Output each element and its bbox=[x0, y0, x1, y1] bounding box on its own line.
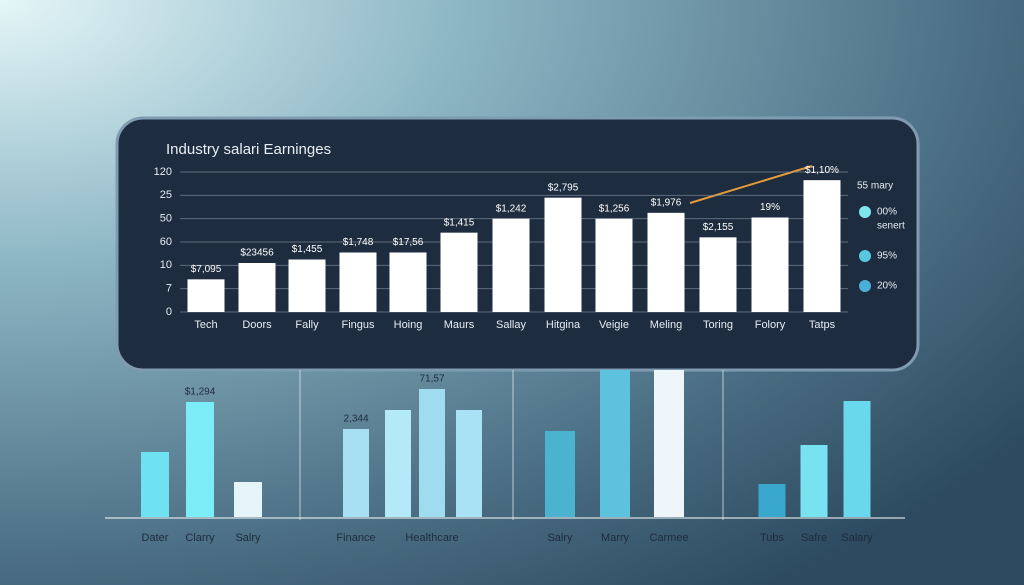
x-tick-label: Salry bbox=[235, 532, 261, 544]
bar-label: $2,155 bbox=[703, 222, 734, 233]
y-tick-label: 10 bbox=[160, 259, 172, 271]
bar-label: 19% bbox=[760, 202, 780, 213]
x-tick-label: Hoing bbox=[394, 319, 423, 331]
legend-label: 00% bbox=[877, 207, 897, 218]
bar bbox=[389, 252, 427, 312]
bar-label: $1,242 bbox=[496, 203, 527, 214]
bar bbox=[595, 218, 633, 312]
bar bbox=[187, 279, 225, 312]
x-tick-label: Salry bbox=[547, 532, 573, 544]
x-tick-label: Healthcare bbox=[405, 532, 458, 544]
legend-swatch bbox=[859, 206, 871, 218]
bar bbox=[141, 452, 169, 517]
legend-swatch bbox=[859, 280, 871, 292]
y-tick-label: 60 bbox=[160, 236, 172, 248]
x-tick-label: Tech bbox=[194, 319, 217, 331]
bar-label: $1,976 bbox=[651, 197, 682, 208]
bar bbox=[699, 237, 737, 312]
x-tick-label: Salary bbox=[841, 532, 873, 544]
x-tick-label: Meling bbox=[650, 319, 682, 331]
bar-label: $1,10% bbox=[805, 165, 839, 176]
bar-label: 71,57 bbox=[419, 374, 444, 385]
bar bbox=[234, 482, 262, 517]
bar bbox=[545, 431, 575, 517]
y-tick-label: 120 bbox=[154, 166, 172, 178]
x-tick-label: Fally bbox=[295, 319, 319, 331]
bar bbox=[288, 259, 326, 312]
x-tick-label: Clarry bbox=[185, 532, 215, 544]
bar bbox=[544, 197, 582, 312]
bar-label: $1,748 bbox=[343, 237, 374, 248]
bar-label: $1,415 bbox=[444, 217, 475, 228]
bar bbox=[803, 180, 841, 312]
x-tick-label: Tubs bbox=[760, 532, 785, 544]
x-tick-label: Sallay bbox=[496, 319, 526, 331]
bar bbox=[343, 429, 369, 517]
x-tick-label: Dater bbox=[142, 532, 169, 544]
legend-swatch bbox=[859, 250, 871, 262]
bar-label: $2,795 bbox=[548, 182, 579, 193]
x-tick-label: Doors bbox=[242, 319, 272, 331]
y-tick-label: 50 bbox=[160, 213, 172, 225]
x-tick-label: Fingus bbox=[341, 319, 375, 331]
bar-label: $23456 bbox=[240, 248, 274, 259]
y-tick-label: 0 bbox=[166, 306, 172, 318]
bar bbox=[654, 370, 684, 517]
x-tick-label: Veigie bbox=[599, 319, 629, 331]
x-tick-label: Maurs bbox=[444, 319, 475, 331]
bar bbox=[800, 445, 828, 517]
legend-title: 55 mary bbox=[857, 181, 893, 192]
bar bbox=[600, 370, 630, 517]
chart-title: Industry salari Earninges bbox=[166, 141, 331, 158]
x-tick-label: Safre bbox=[801, 532, 827, 544]
x-tick-label: Folory bbox=[755, 319, 786, 331]
bar-label: $7,095 bbox=[191, 264, 222, 275]
bar-label: $1,256 bbox=[599, 203, 630, 214]
bar bbox=[751, 217, 789, 312]
bar bbox=[440, 232, 478, 312]
x-tick-label: Carmee bbox=[649, 532, 688, 544]
bar bbox=[419, 389, 445, 517]
bar-label: 2,344 bbox=[343, 414, 368, 425]
bar bbox=[186, 402, 214, 517]
bar bbox=[758, 484, 786, 517]
bar bbox=[843, 401, 871, 517]
legend-note: senert bbox=[877, 221, 905, 232]
bar-label: $17,56 bbox=[393, 237, 424, 248]
bar bbox=[647, 212, 685, 312]
legend-label: 95% bbox=[877, 251, 897, 262]
legend-label: 20% bbox=[877, 281, 897, 292]
bar bbox=[339, 252, 377, 312]
bar bbox=[238, 263, 276, 312]
x-tick-label: Toring bbox=[703, 319, 733, 331]
y-tick-label: 7 bbox=[166, 283, 172, 295]
bar bbox=[456, 410, 482, 517]
bar-label: $1,455 bbox=[292, 244, 323, 255]
x-tick-label: Hitgina bbox=[546, 319, 581, 331]
bar bbox=[385, 410, 411, 517]
x-tick-label: Marry bbox=[601, 532, 630, 544]
y-tick-label: 25 bbox=[160, 189, 172, 201]
x-tick-label: Finance bbox=[336, 532, 375, 544]
bar-label: $1,294 bbox=[185, 387, 216, 398]
bar bbox=[492, 218, 530, 312]
x-tick-label: Tatps bbox=[809, 319, 836, 331]
